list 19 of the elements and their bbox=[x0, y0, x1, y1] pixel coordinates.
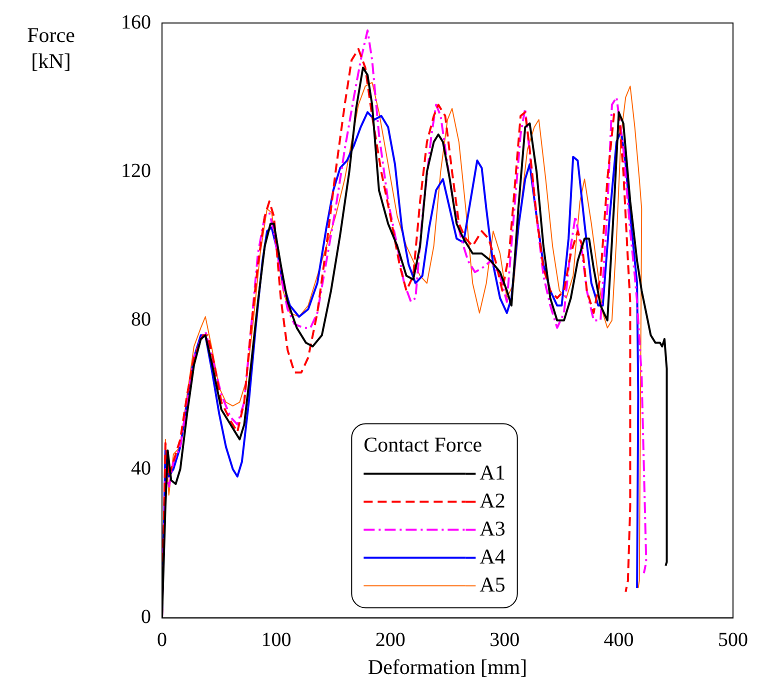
legend-label: A3 bbox=[480, 516, 506, 540]
x-tick-label: 400 bbox=[604, 629, 634, 652]
legend-label: A2 bbox=[480, 488, 506, 512]
y-axis-title: Force [kN] bbox=[26, 22, 76, 74]
y-tick-label: 40 bbox=[131, 457, 151, 480]
x-tick-label: 500 bbox=[718, 629, 748, 652]
x-tick-label: 200 bbox=[375, 629, 406, 652]
x-tick-label: 300 bbox=[490, 629, 520, 652]
legend-label: A4 bbox=[480, 544, 506, 568]
y-tick-label: 80 bbox=[131, 308, 151, 331]
legend-label: A1 bbox=[480, 460, 506, 484]
x-tick-label: 100 bbox=[261, 629, 292, 652]
y-tick-label: 0 bbox=[141, 606, 151, 628]
x-axis-title: Deformation [mm] bbox=[368, 654, 528, 679]
legend-label: A5 bbox=[480, 572, 506, 596]
legend-title: Contact Force bbox=[364, 432, 482, 456]
y-tick-label: 120 bbox=[121, 160, 151, 182]
y-tick-label: 160 bbox=[121, 11, 151, 34]
x-tick-label: 0 bbox=[157, 629, 167, 652]
